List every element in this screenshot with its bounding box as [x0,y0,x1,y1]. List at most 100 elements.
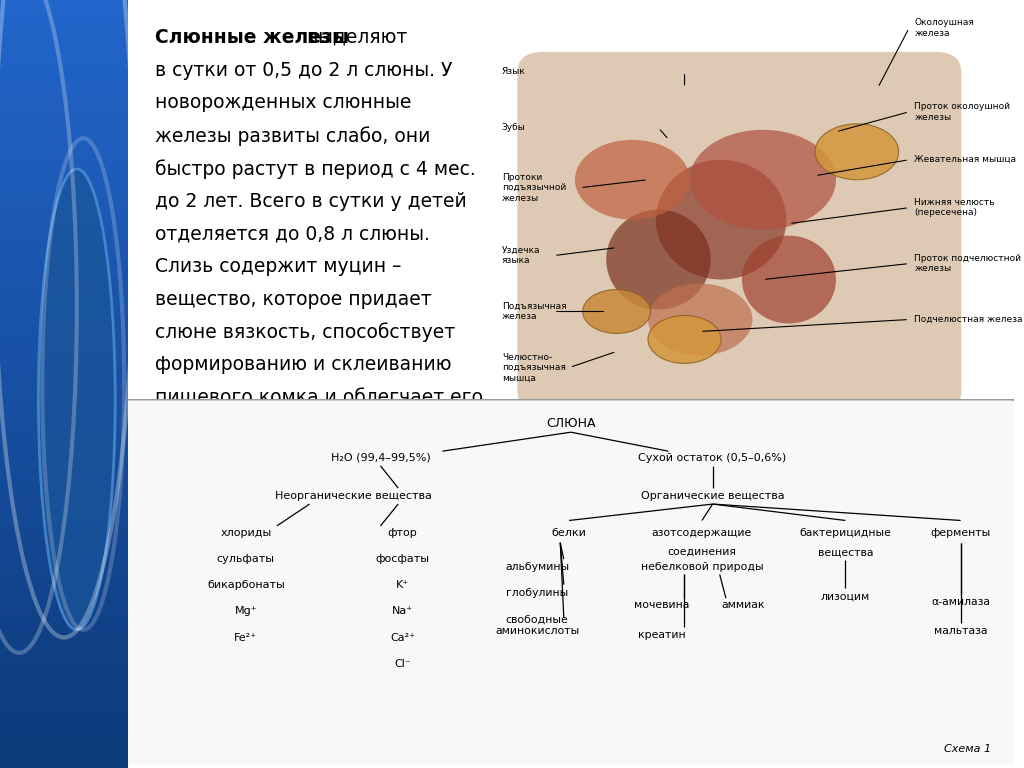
Bar [0,15,128,23]
Text: Fe²⁺: Fe²⁺ [234,633,257,643]
Bar [0,177,128,184]
FancyBboxPatch shape [119,399,1021,766]
Bar [0,54,128,61]
Bar [0,630,128,637]
Ellipse shape [606,210,711,310]
Text: Mg⁺: Mg⁺ [234,606,257,616]
Bar [0,8,128,15]
Bar [0,269,128,276]
Bar [0,530,128,538]
Text: вещество, которое придает: вещество, которое придает [155,290,431,309]
Text: Челюстно-
подъязычная
мышца: Челюстно- подъязычная мышца [502,353,565,382]
Bar [0,276,128,284]
Bar [0,307,128,315]
Bar [0,31,128,38]
Bar [0,146,128,154]
Bar [0,599,128,607]
Bar [0,392,128,399]
Text: хлориды: хлориды [220,528,271,538]
Text: фосфаты: фосфаты [376,554,430,564]
Bar [0,614,128,622]
Bar [0,660,128,668]
FancyBboxPatch shape [517,52,962,412]
Text: в сутки от 0,5 до 2 л слюны. У: в сутки от 0,5 до 2 л слюны. У [155,61,453,80]
Text: азотсодержащие: азотсодержащие [652,528,752,538]
Text: выделяют: выделяют [301,28,408,47]
Text: Слизь содержит муцин –: Слизь содержит муцин – [155,257,401,276]
Ellipse shape [690,130,836,230]
Bar [0,399,128,407]
Text: небелковой природы: небелковой природы [641,562,763,572]
Text: H₂O (99,4–99,5%): H₂O (99,4–99,5%) [331,452,430,463]
Bar [0,46,128,54]
Text: Нижняя челюсть
(пересечена): Нижняя челюсть (пересечена) [914,198,995,217]
Bar [0,0,128,8]
Text: Сухой остаток (0,5–0,6%): Сухой остаток (0,5–0,6%) [639,452,786,463]
Bar [0,376,128,384]
Bar [0,92,128,100]
Bar [0,684,128,691]
Text: Зубы: Зубы [502,124,525,132]
Text: Ca²⁺: Ca²⁺ [390,633,415,643]
Text: мочевина: мочевина [635,601,690,611]
Text: Протоки
подъязычной
железы: Протоки подъязычной железы [502,173,566,203]
Bar [0,699,128,707]
Bar [0,330,128,338]
Bar [0,200,128,207]
Bar [0,123,128,131]
Bar [0,84,128,92]
Bar [0,61,128,69]
Bar [0,584,128,591]
Ellipse shape [574,140,690,220]
Bar [0,131,128,138]
Text: белки: белки [552,528,587,538]
Ellipse shape [583,290,650,333]
Bar [0,422,128,430]
Bar [0,108,128,115]
Text: свободные
аминокислоты: свободные аминокислоты [495,614,580,637]
Bar [0,453,128,461]
Bar [0,753,128,760]
Text: Слюнные железы: Слюнные железы [155,28,349,47]
Text: Схема 1: Схема 1 [944,744,991,754]
Bar [0,407,128,415]
Bar [0,568,128,576]
Bar [0,445,128,453]
Bar [0,215,128,223]
Bar [0,369,128,376]
Bar [0,545,128,553]
Text: альбумины: альбумины [505,562,569,572]
Bar [0,499,128,507]
Bar [0,691,128,699]
Bar [0,238,128,246]
Bar [0,23,128,31]
Text: сульфаты: сульфаты [217,554,274,564]
Bar [0,261,128,269]
Text: быстро растут в период с 4 мес.: быстро растут в период с 4 мес. [155,159,475,179]
Ellipse shape [815,124,899,180]
Text: бикарбонаты: бикарбонаты [207,580,285,590]
Bar [0,468,128,476]
Bar [0,645,128,653]
Bar [0,77,128,84]
Text: Подъязычная
железа: Подъязычная железа [502,302,566,321]
Bar [0,553,128,561]
Bar [0,184,128,192]
Text: соединения: соединения [668,547,736,557]
Bar [0,745,128,753]
Text: ферменты: ферменты [931,528,991,538]
Text: Неорганические вещества: Неорганические вещества [275,491,432,501]
Bar [0,246,128,253]
Text: бактерицидные: бактерицидные [800,528,892,538]
Text: Na⁺: Na⁺ [392,606,413,616]
Bar [0,507,128,515]
Bar [0,484,128,492]
Text: Уздечка
языка: Уздечка языка [502,246,541,265]
Bar [0,154,128,161]
Bar [0,207,128,215]
Text: отделяется до 0,8 л слюны.: отделяется до 0,8 л слюны. [155,224,430,243]
Text: Подчелюстная железа: Подчелюстная железа [914,315,1023,324]
Text: Cl⁻: Cl⁻ [394,659,411,669]
Text: железы развиты слабо, они: железы развиты слабо, они [155,126,430,146]
Bar [0,492,128,499]
